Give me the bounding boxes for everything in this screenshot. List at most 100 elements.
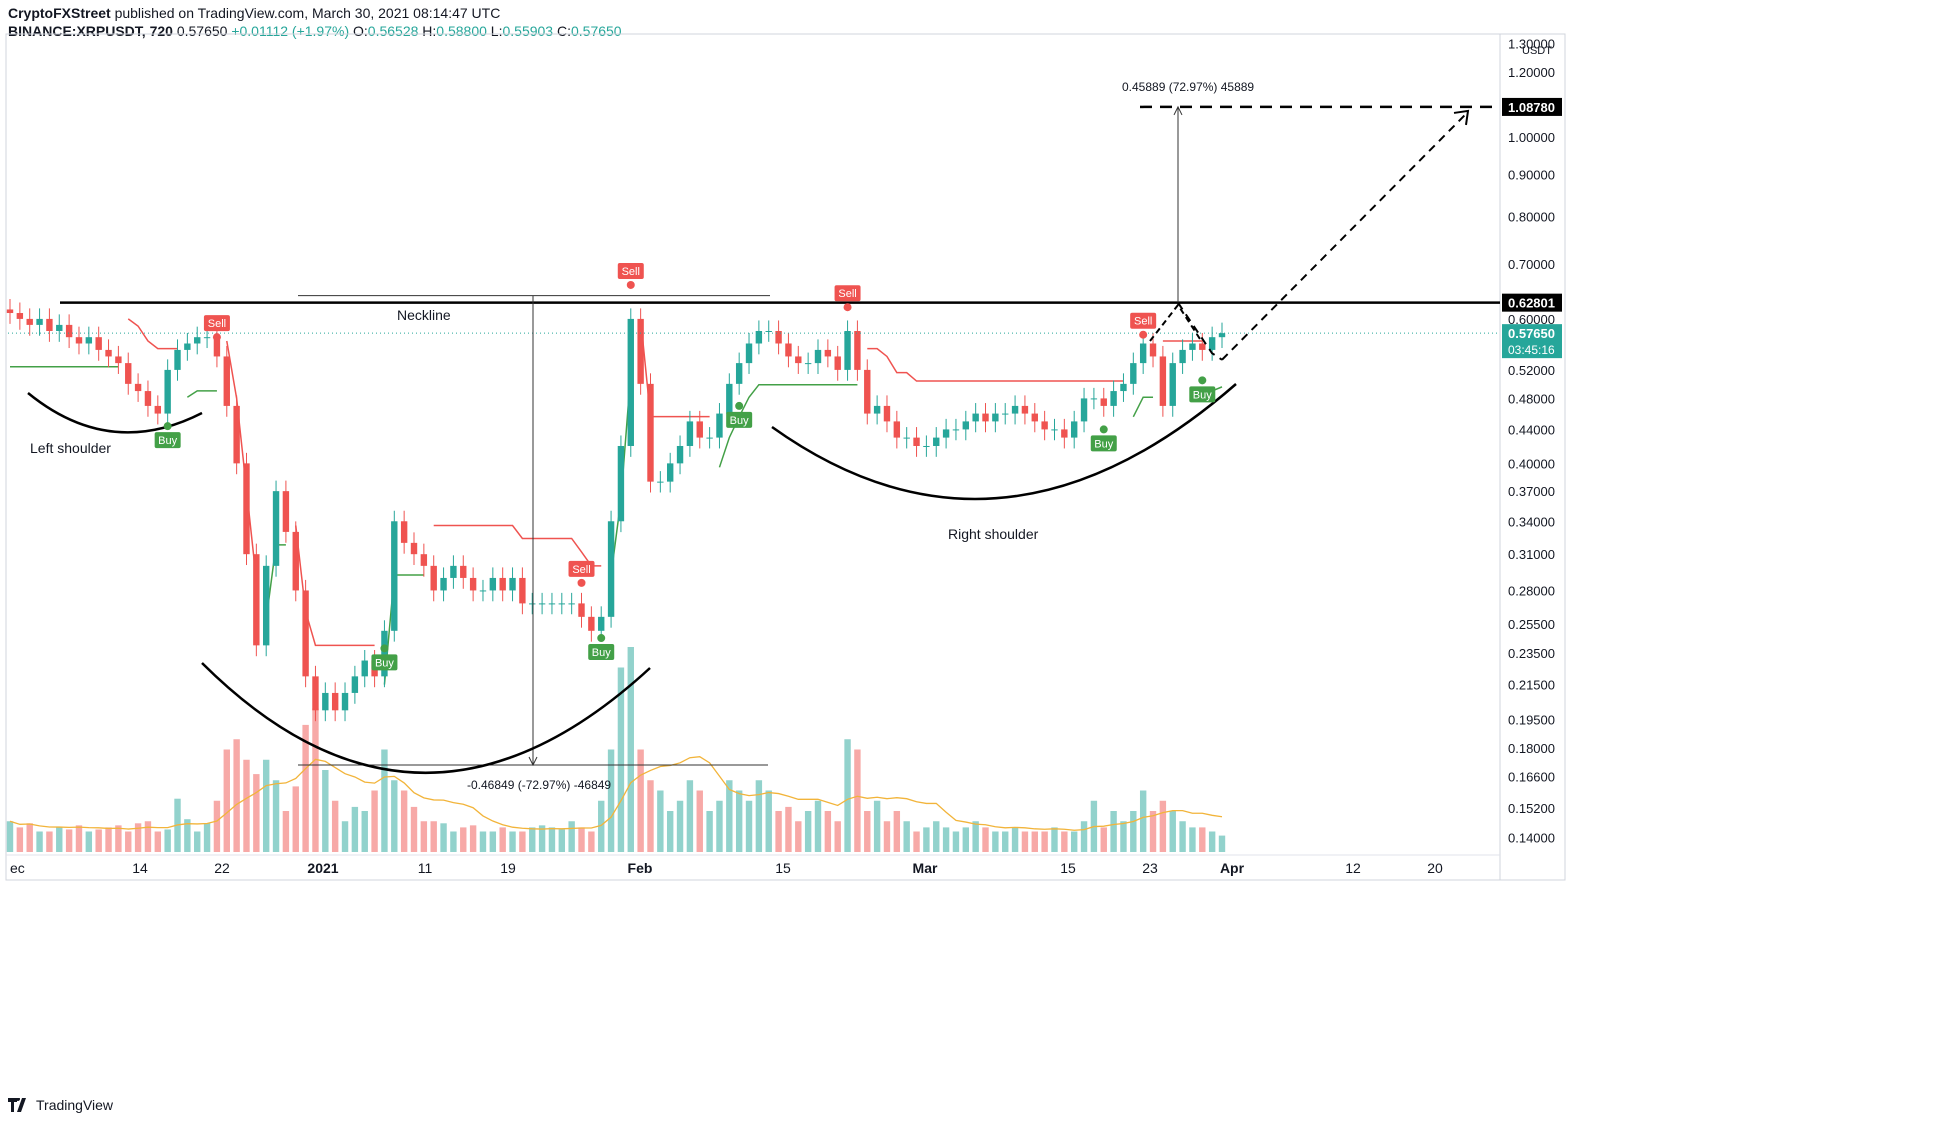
volume-bar <box>430 821 437 852</box>
volume-bar <box>1100 827 1107 852</box>
volume-bar <box>194 831 201 852</box>
volume-bar <box>686 780 694 852</box>
candle-body <box>755 330 763 344</box>
price-change: +0.01112 (+1.97%) <box>231 23 350 39</box>
x-tick-label: 14 <box>132 860 148 876</box>
candle-body <box>115 356 122 364</box>
x-tick-label: 23 <box>1142 860 1158 876</box>
candle-body <box>893 421 901 438</box>
volume-bar <box>942 827 950 852</box>
candle-body <box>804 363 812 365</box>
y-tick-label: 0.60000 <box>1508 312 1555 327</box>
currency-label: USDT <box>1522 45 1552 57</box>
buy-dot <box>735 401 744 410</box>
buy-signal-badge <box>1189 386 1216 403</box>
volume-bar <box>952 831 960 852</box>
supertrend-down-line <box>433 524 602 567</box>
candle-body <box>479 590 487 592</box>
volume-bar <box>282 811 290 852</box>
x-tick-label: Feb <box>628 860 653 876</box>
volume-bar <box>923 827 930 852</box>
candle-body <box>962 421 970 430</box>
volume-bar <box>391 780 398 852</box>
candle-body <box>745 343 753 364</box>
candle-body <box>1061 429 1068 438</box>
projection-arrowhead <box>1453 109 1470 126</box>
volume-bar <box>1189 827 1196 852</box>
volume-bar <box>302 724 309 852</box>
candle-body <box>617 445 625 522</box>
volume-bar <box>223 749 230 852</box>
y-tick-label: 0.28000 <box>1508 583 1555 598</box>
candle-body <box>56 324 63 331</box>
close-value: 0.57650 <box>570 23 622 39</box>
candle-body <box>450 565 457 578</box>
volume-bar <box>1110 811 1117 852</box>
axis-price-label-current: 0.57650 03:45:16 <box>1502 324 1562 359</box>
volume-bar <box>125 831 132 852</box>
candle-body <box>509 577 516 591</box>
volume-bar <box>854 749 861 852</box>
candle-body <box>657 481 664 483</box>
signal-text: Buy <box>1094 438 1113 450</box>
sell-dot <box>577 578 586 587</box>
volume-bar <box>105 827 112 852</box>
volume-bar <box>509 831 516 852</box>
volume-bar <box>992 831 999 852</box>
buy-signal-badge <box>726 411 753 428</box>
x-tick-label: 12 <box>1345 860 1361 876</box>
candle-body <box>1021 405 1029 414</box>
candle-body <box>361 660 368 677</box>
volume-bar <box>75 825 83 852</box>
volume-bar <box>400 790 408 852</box>
last-price: 0.57650 <box>176 23 228 39</box>
candle-body <box>85 337 93 344</box>
x-tick-label: 2021 <box>307 860 338 876</box>
candle-body <box>726 383 733 414</box>
candle-body <box>716 413 723 438</box>
volume-bar <box>1120 821 1127 852</box>
open-value: 0.56528 <box>367 23 419 39</box>
x-tick-label: 11 <box>418 860 433 876</box>
candle-body <box>105 349 112 357</box>
candle-body <box>26 318 33 325</box>
y-tick-label: 1.30000 <box>1508 36 1555 51</box>
y-tick-label: 0.15200 <box>1508 801 1555 816</box>
volume-bar <box>115 825 122 852</box>
candle-body <box>1169 363 1176 406</box>
candle-body <box>6 309 14 314</box>
volume-bar <box>450 831 457 852</box>
tradingview-logo[interactable]: TradingView <box>8 1097 113 1113</box>
volume-bar <box>696 790 703 852</box>
sell-dot <box>212 333 221 342</box>
candle-body <box>410 542 418 555</box>
candle-body <box>1100 398 1107 406</box>
axis-price-value: 0.57650 <box>1508 326 1555 341</box>
candle-body <box>765 330 772 332</box>
candle-body <box>16 313 24 319</box>
candle-body <box>1139 343 1147 364</box>
volume-bar <box>1031 831 1038 852</box>
left-shoulder-label: Left shoulder <box>30 440 111 456</box>
sell-signal-badge <box>203 315 230 332</box>
volume-bar <box>410 806 418 852</box>
volume-bar <box>499 827 506 852</box>
volume-bar <box>1208 831 1216 852</box>
volume-bar <box>785 806 792 852</box>
sell-signal-badge <box>617 262 644 279</box>
candle-body <box>982 413 989 422</box>
ohlc-line: BINANCE:XRPUSDT, 720 0.57650 +0.01112 (+… <box>8 22 622 40</box>
author-name[interactable]: CryptoFXStreet <box>8 5 111 21</box>
candle-body <box>529 603 536 605</box>
x-tick-label: 22 <box>214 860 230 876</box>
x-tick-label: 15 <box>775 860 791 876</box>
volume-bar <box>46 831 53 852</box>
candle-body <box>322 692 329 711</box>
candle-body <box>65 324 73 338</box>
candle-body <box>696 421 703 438</box>
symbol-label[interactable]: BINANCE:XRPUSDT, 720 <box>8 23 173 39</box>
candle-body <box>834 356 841 370</box>
tradingview-logo-icon <box>8 1097 30 1112</box>
publish-line: CryptoFXStreet published on TradingView.… <box>8 4 622 22</box>
